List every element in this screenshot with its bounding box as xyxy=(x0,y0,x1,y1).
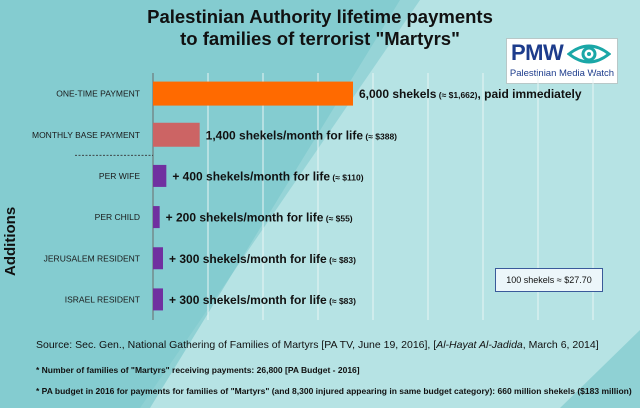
category-label: ONE-TIME PAYMENT xyxy=(56,89,140,99)
source-citation: Source: Sec. Gen., National Gathering of… xyxy=(36,339,599,351)
chart-title: Palestinian Authority lifetime payments … xyxy=(0,6,640,50)
source-publication: Al-Hayat Al-Jadida xyxy=(436,339,523,351)
value-label: + 300 shekels/month for life (≈ $83) xyxy=(169,252,356,266)
value-label: 6,000 shekels (≈ $1,662), paid immediate… xyxy=(359,87,582,101)
pmw-logo: PMW Palestinian Media Watch xyxy=(506,38,618,84)
additions-group-label: Additions xyxy=(2,206,19,276)
conversion-note-box: 100 shekels ≈ $27.70 xyxy=(495,268,603,292)
background-light-band xyxy=(150,0,640,408)
category-label: PER CHILD xyxy=(95,212,140,222)
category-label: JERUSALEM RESIDENT xyxy=(44,253,140,263)
source-text-1: Source: Sec. Gen., National Gathering of… xyxy=(36,339,437,351)
footnote-budget: * PA budget in 2016 for payments for fam… xyxy=(36,386,632,396)
logo-wordmark: PMW xyxy=(511,40,564,65)
source-text-2: , March 6, 2014] xyxy=(522,339,599,351)
eye-icon xyxy=(567,44,611,64)
logo-subtitle: Palestinian Media Watch xyxy=(509,68,615,79)
value-label: 1,400 shekels/month for life (≈ $388) xyxy=(206,128,398,142)
bar-israel-resident xyxy=(153,288,163,311)
category-label: ISRAEL RESIDENT xyxy=(65,294,140,304)
bar-per-wife xyxy=(153,164,167,187)
value-label: + 400 shekels/month for life (≈ $110) xyxy=(172,169,363,183)
value-label: + 200 shekels/month for life (≈ $55) xyxy=(166,211,353,225)
title-line-2: to families of terrorist "Martyrs" xyxy=(180,28,460,49)
bar-per-child xyxy=(153,206,160,229)
category-label: MONTHLY BASE PAYMENT xyxy=(32,130,140,140)
bar-jerusalem-resident xyxy=(153,247,163,270)
value-label: + 300 shekels/month for life (≈ $83) xyxy=(169,293,356,307)
title-line-1: Palestinian Authority lifetime payments xyxy=(147,6,493,27)
footnote-families: * Number of families of "Martyrs" receiv… xyxy=(36,365,360,375)
category-label: PER WIFE xyxy=(99,171,140,181)
bar-monthly-base-payment xyxy=(153,122,200,147)
bar-one-time-payment xyxy=(153,81,353,106)
